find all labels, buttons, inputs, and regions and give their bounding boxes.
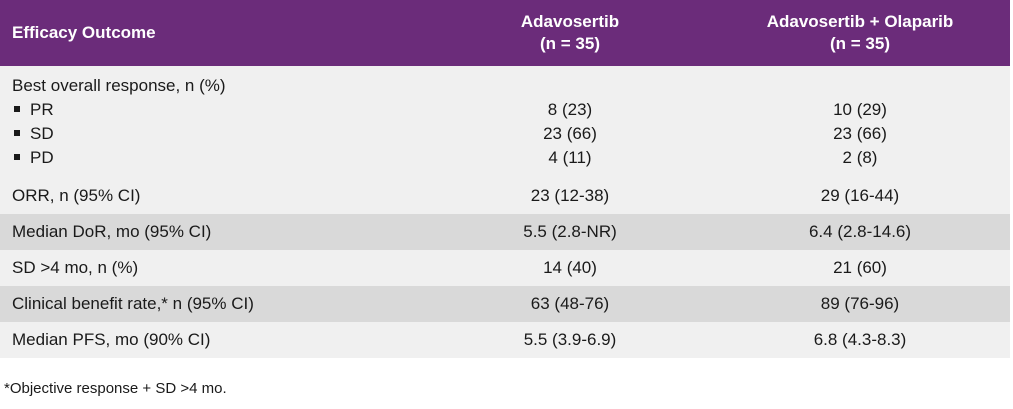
- response-value-pd-b: 2 (8): [842, 148, 878, 167]
- row-value-combination: 6.4 (2.8-14.6): [808, 222, 912, 241]
- response-adavosertib-cell: 8 (23) 23 (66) 4 (11): [430, 66, 710, 178]
- header-combination: Adavosertib + Olaparib (n = 35): [710, 0, 1010, 66]
- response-item-label: PR: [30, 100, 54, 119]
- efficacy-table: Efficacy Outcome Adavosertib (n = 35) Ad…: [0, 0, 1010, 358]
- header-efficacy-outcome: Efficacy Outcome: [12, 23, 156, 42]
- header-combination-name: Adavosertib + Olaparib: [766, 12, 954, 31]
- row-label: Median DoR, mo (95% CI): [12, 222, 212, 241]
- header-adavosertib-n: (n = 35): [540, 34, 600, 53]
- spacer: [440, 74, 700, 98]
- row-label: SD >4 mo, n (%): [12, 258, 139, 277]
- row-value-adavosertib: 5.5 (3.9-6.9): [523, 330, 617, 349]
- row-label: Median PFS, mo (90% CI): [12, 330, 211, 349]
- row-value-combination: 6.8 (4.3-8.3): [813, 330, 907, 349]
- response-value-pr-b: 10 (29): [833, 100, 887, 119]
- row-value-adavosertib: 5.5 (2.8-NR): [523, 222, 617, 241]
- table-row-orr: ORR, n (95% CI) 23 (12-38) 29 (16-44): [0, 178, 1010, 214]
- table-row-clinical-benefit-rate: Clinical benefit rate,* n (95% CI) 63 (4…: [0, 286, 1010, 322]
- bullet-icon: [14, 129, 20, 136]
- header-row: Efficacy Outcome Adavosertib (n = 35) Ad…: [0, 0, 1010, 66]
- table-body: Best overall response, n (%) PR SD PD 8 …: [0, 66, 1010, 358]
- table-header: Efficacy Outcome Adavosertib (n = 35) Ad…: [0, 0, 1010, 66]
- response-item-pr: PR: [12, 98, 420, 122]
- row-label: ORR, n (95% CI): [12, 186, 141, 205]
- footnote: *Objective response + SD >4 mo.: [4, 380, 227, 397]
- row-value-adavosertib: 63 (48-76): [530, 294, 610, 313]
- efficacy-table-container: Efficacy Outcome Adavosertib (n = 35) Ad…: [0, 0, 1010, 358]
- table-row-sd-4mo: SD >4 mo, n (%) 14 (40) 21 (60): [0, 250, 1010, 286]
- bullet-icon: [14, 153, 20, 160]
- response-item-label: PD: [30, 148, 54, 167]
- header-combination-n: (n = 35): [830, 34, 890, 53]
- row-value-combination: 89 (76-96): [820, 294, 900, 313]
- header-adavosertib-name: Adavosertib: [520, 12, 620, 31]
- table-row-median-pfs: Median PFS, mo (90% CI) 5.5 (3.9-6.9) 6.…: [0, 322, 1010, 358]
- response-value-pd-a: 4 (11): [548, 148, 592, 167]
- response-item-pd: PD: [12, 146, 420, 170]
- row-value-adavosertib: 14 (40): [543, 258, 597, 277]
- response-item-label: SD: [30, 124, 54, 143]
- response-value-pr-a: 8 (23): [547, 100, 593, 119]
- row-value-adavosertib: 23 (12-38): [530, 186, 610, 205]
- response-label: Best overall response, n (%): [12, 76, 226, 95]
- response-value-sd-a: 23 (66): [543, 124, 597, 143]
- row-value-combination: 21 (60): [833, 258, 887, 277]
- bullet-icon: [14, 105, 20, 112]
- response-combination-cell: 10 (29) 23 (66) 2 (8): [710, 66, 1010, 178]
- spacer: [720, 74, 1000, 98]
- response-value-sd-b: 23 (66): [833, 124, 887, 143]
- row-label: Clinical benefit rate,* n (95% CI): [12, 294, 254, 313]
- table-row-best-overall-response: Best overall response, n (%) PR SD PD 8 …: [0, 66, 1010, 178]
- table-row-median-dor: Median DoR, mo (95% CI) 5.5 (2.8-NR) 6.4…: [0, 214, 1010, 250]
- row-value-combination: 29 (16-44): [820, 186, 900, 205]
- response-label-cell: Best overall response, n (%) PR SD PD: [0, 66, 430, 178]
- response-item-sd: SD: [12, 122, 420, 146]
- header-adavosertib: Adavosertib (n = 35): [430, 0, 710, 66]
